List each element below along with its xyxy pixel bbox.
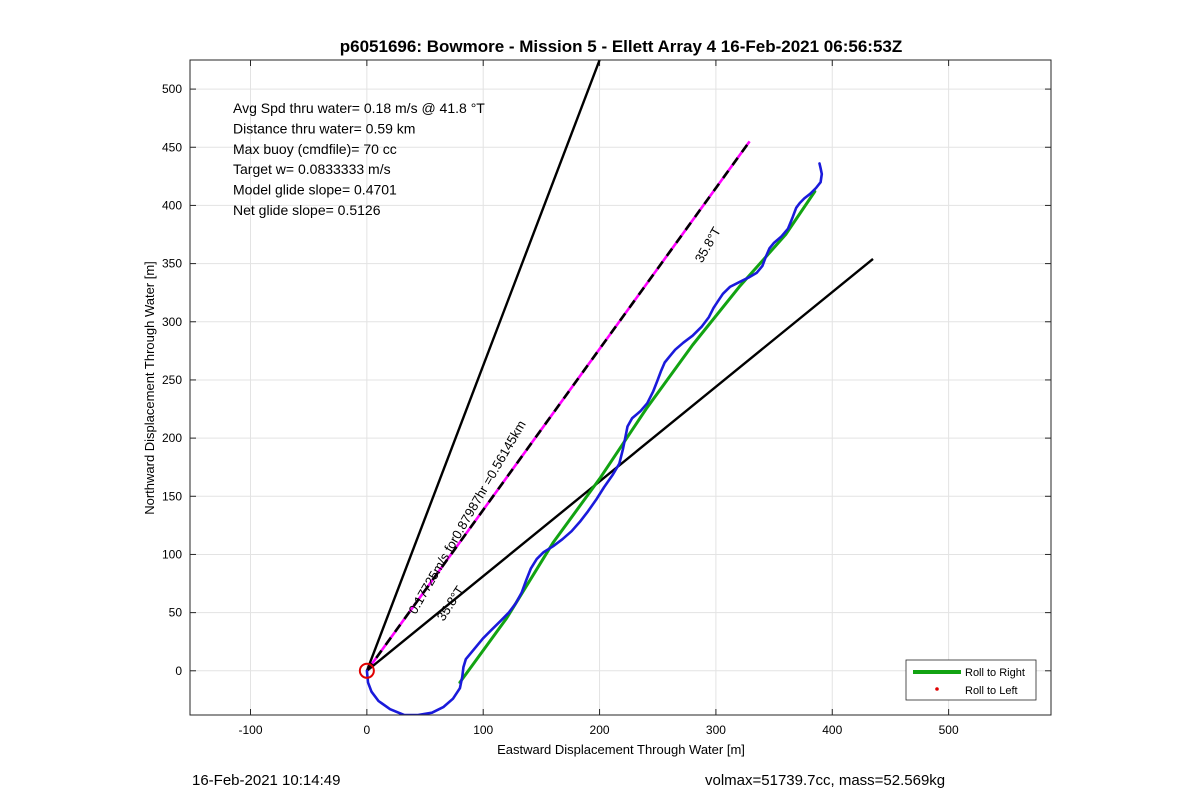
info-line: Max buoy (cmdfile)= 70 cc [233, 141, 397, 157]
legend-box [905, 659, 1037, 701]
heading-line-dashed [365, 140, 751, 672]
heading-bound-line [365, 60, 601, 672]
y-axis-ticks: 0 50 100 150 200 250 300 350 400 450 500 [162, 82, 1051, 678]
x-tick-label: -100 [238, 723, 262, 737]
legend-roll-right-label: Roll to Right [965, 667, 1025, 679]
footer-timestamp: 16-Feb-2021 10:14:49 [192, 772, 341, 789]
info-line: Model glide slope= 0.4701 [233, 182, 397, 198]
info-text-block: Avg Spd thru water= 0.18 m/s @ 41.8 °T Di… [233, 100, 485, 218]
y-tick-label: 50 [169, 606, 183, 620]
y-tick-label: 400 [162, 198, 182, 212]
plot-frame [189, 59, 1052, 716]
x-tick-label: 200 [590, 723, 610, 737]
plot-layer [358, 60, 874, 715]
info-line: Target w= 0.0833333 m/s [233, 161, 391, 177]
y-tick-label: 500 [162, 82, 182, 96]
y-tick-label: 350 [162, 257, 182, 271]
glider-track-series [365, 162, 824, 715]
start-point-marker [358, 662, 375, 679]
info-line: Distance thru water= 0.59 km [233, 120, 415, 136]
y-tick-label: 100 [162, 547, 182, 561]
legend: Roll to Right Roll to Left [905, 659, 1037, 701]
y-tick-label: 450 [162, 140, 182, 154]
x-tick-label: 400 [822, 723, 842, 737]
info-line: Net glide slope= 0.5126 [233, 202, 381, 218]
x-tick-label: 300 [706, 723, 726, 737]
x-tick-label: 500 [939, 723, 959, 737]
footer-vehicle-stats: volmax=51739.7cc, mass=52.569kg [705, 772, 946, 789]
y-tick-label: 250 [162, 373, 182, 387]
plot-area [190, 60, 1051, 715]
y-tick-label: 300 [162, 315, 182, 329]
x-axis-label: Eastward Displacement Through Water [m] [497, 742, 745, 757]
legend-roll-left-label: Roll to Left [965, 685, 1018, 697]
chart-title: p6051696: Bowmore - Mission 5 - Ellett A… [340, 37, 903, 56]
legend-roll-left-swatch [935, 687, 939, 691]
x-tick-label: 100 [473, 723, 493, 737]
x-tick-label: 0 [364, 723, 371, 737]
y-tick-label: 0 [175, 664, 182, 678]
y-tick-label: 150 [162, 489, 182, 503]
y-tick-label: 200 [162, 431, 182, 445]
info-line: Avg Spd thru water= 0.18 m/s @ 41.8 °T [233, 100, 485, 116]
x-axis-ticks: -100 0 100 200 300 400 500 [238, 60, 959, 737]
y-axis-label: Northward Displacement Through Water [m] [142, 261, 157, 515]
